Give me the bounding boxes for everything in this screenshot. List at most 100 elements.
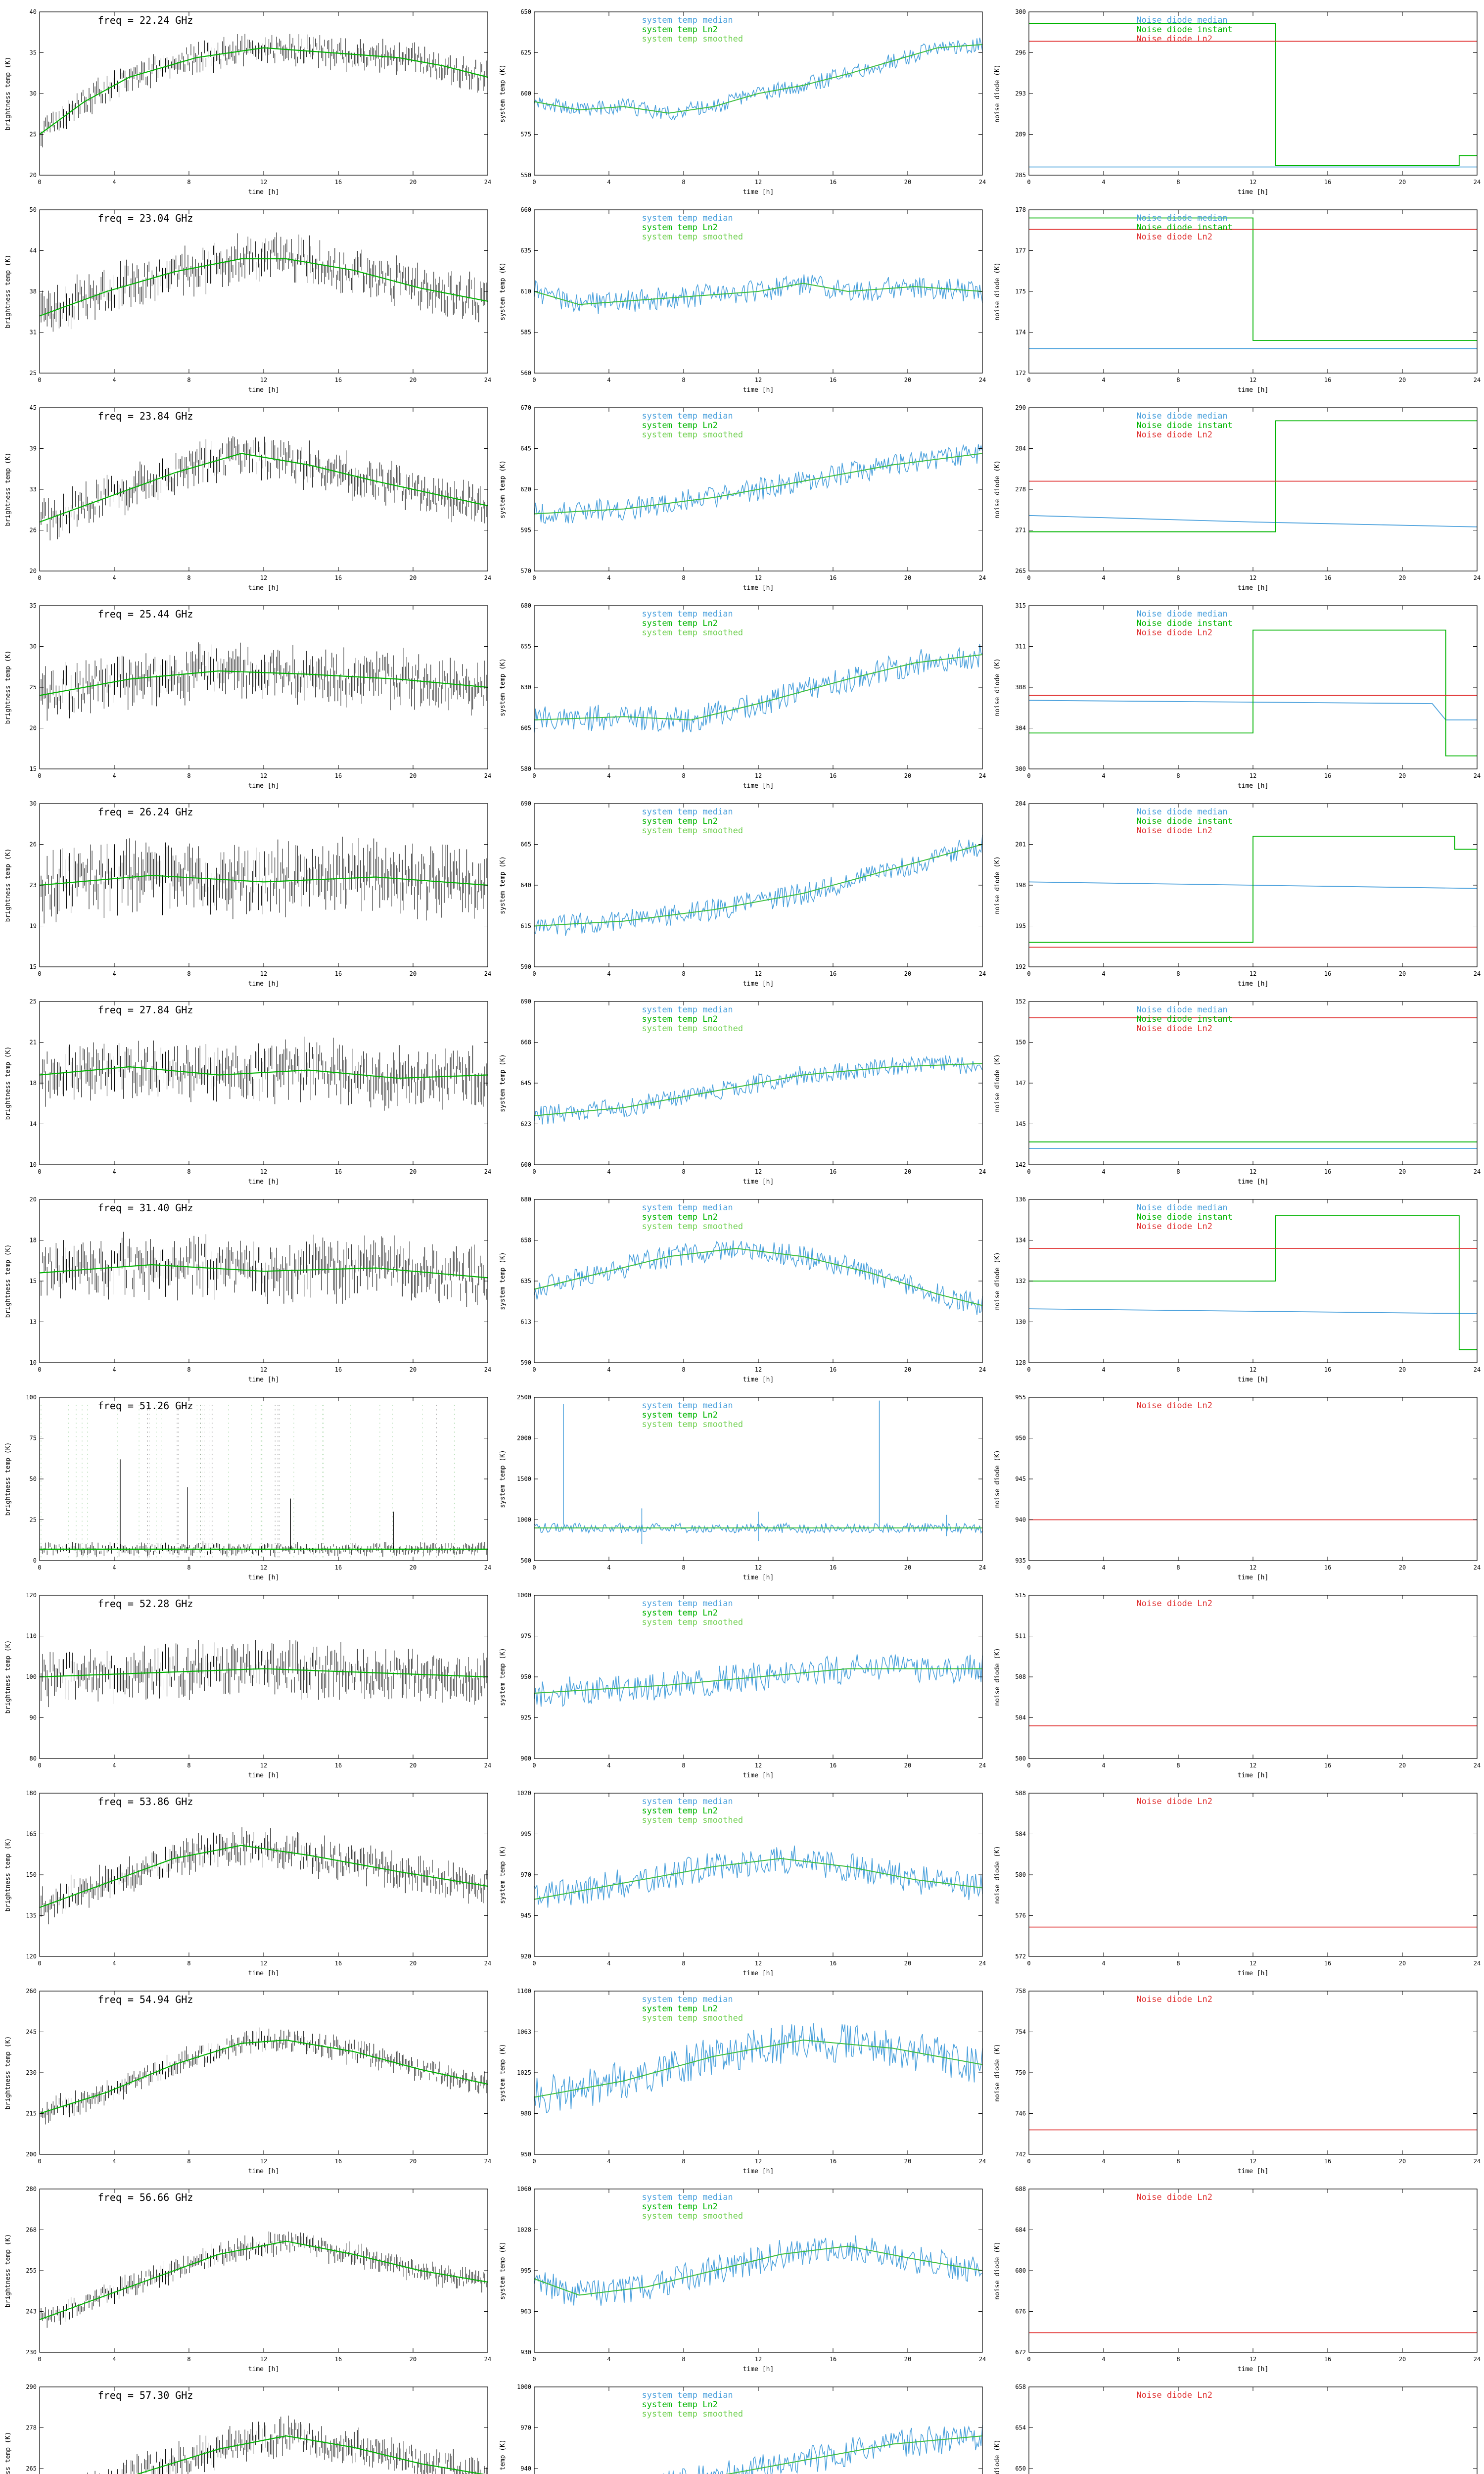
y-tick-label: 90 — [30, 1714, 37, 1721]
x-tick-label: 12 — [1250, 574, 1256, 581]
x-tick-label: 24 — [979, 377, 986, 383]
x-axis-label: time [h] — [743, 584, 774, 592]
x-tick-label: 0 — [1027, 2158, 1030, 2165]
x-tick-label: 4 — [607, 179, 610, 186]
y-tick-label: 40 — [30, 8, 37, 15]
panel-system-temp-23.04ghz: 0 4 8 12 16 20 24 560 585 610 635 660 system temp (K… — [495, 198, 989, 396]
panel-brightness-57.30ghz: 04812162024240253265278290brightness tem… — [0, 2375, 495, 2474]
x-tick-label: 16 — [1324, 1762, 1331, 1769]
legend-item-system-temp-median: system temp median — [642, 411, 733, 421]
x-tick-label: 4 — [112, 2356, 116, 2363]
x-axis-label: time [h] — [1238, 980, 1269, 988]
x-axis-label: time [h] — [743, 1574, 774, 1581]
x-tick-label: 0 — [532, 179, 536, 186]
panel-title: freq = 53.86 GHz — [98, 1796, 193, 1808]
noise-diode-chart: 0 4 8 12 16 20 24 572 576 580 584 588 noise diode (K… — [994, 1790, 1481, 1977]
x-tick-label: 8 — [1176, 2356, 1180, 2363]
x-axis-label: time [h] — [1238, 1376, 1269, 1383]
x-axis-label: time [h] — [743, 1772, 774, 1779]
y-tick-label: 576 — [1015, 1912, 1026, 1919]
series-brightness-smoothed — [39, 1845, 488, 1908]
y-tick-label: 690 — [520, 800, 531, 807]
legend-item-noise-diode-median: Noise diode median — [1136, 213, 1227, 223]
y-tick-label: 1000 — [517, 1592, 531, 1599]
x-axis-label: time [h] — [248, 189, 279, 196]
x-tick-label: 8 — [682, 1564, 685, 1571]
y-tick-label: 150 — [1015, 1039, 1026, 1046]
y-axis-label: system temp (K) — [499, 1252, 507, 1310]
x-axis-label: time [h] — [248, 2168, 279, 2175]
x-tick-label: 12 — [755, 1366, 762, 1373]
x-tick-label: 12 — [1250, 2356, 1256, 2363]
x-tick-label: 24 — [979, 179, 986, 186]
y-axis-label: noise diode (K) — [994, 1846, 1001, 1903]
system-temp-chart: 0 4 8 12 16 20 24 930 963 995 1028 1060 system temp … — [499, 2186, 986, 2373]
x-axis-label: time [h] — [1238, 386, 1269, 394]
x-tick-label: 8 — [682, 1366, 685, 1373]
x-tick-label: 16 — [335, 1168, 342, 1175]
y-tick-label: 134 — [1015, 1237, 1026, 1244]
y-tick-label: 635 — [520, 247, 531, 254]
noise-diode-chart: 0 4 8 12 16 20 24 300 304 308 311 315 noise diode (K… — [994, 602, 1481, 790]
series-brightness-smoothed — [39, 1066, 488, 1079]
y-tick-label: 588 — [1015, 1790, 1026, 1797]
x-tick-label: 24 — [1474, 1168, 1481, 1175]
y-tick-label: 623 — [520, 1121, 531, 1128]
x-tick-label: 20 — [1399, 1960, 1406, 1967]
x-tick-label: 4 — [112, 1366, 116, 1373]
y-tick-label: 742 — [1015, 2151, 1026, 2158]
x-tick-label: 16 — [830, 2356, 836, 2363]
y-axis-label: system temp (K) — [499, 658, 507, 716]
brightness-chart: 0 4 8 12 16 20 24 10 14 18 21 25 brightness temp (K)… — [4, 998, 491, 1186]
x-tick-label: 8 — [187, 2158, 190, 2165]
panel-title: freq = 56.66 GHz — [98, 2191, 193, 2203]
brightness-chart: 0 4 8 12 16 20 24 80 90 100 110 120 brightness temp … — [4, 1592, 491, 1779]
system-temp-chart: 0 4 8 12 16 20 24 590 615 640 665 690 system temp (K… — [499, 800, 986, 988]
y-tick-label: 35 — [30, 602, 37, 609]
panel-system-temp-56.66ghz: 0 4 8 12 16 20 24 930 963 995 1028 1060 system temp … — [495, 2177, 989, 2375]
y-axis-label: noise diode (K) — [994, 1054, 1001, 1112]
x-tick-label: 4 — [112, 179, 116, 186]
y-axis-label: noise diode (K) — [994, 460, 1001, 518]
series-noise-diode-median — [1028, 700, 1477, 720]
noise-diode-chart: 0 4 8 12 16 20 24 192 195 198 201 204 noise diode (K… — [994, 800, 1481, 988]
series-system-temp-smoothed — [534, 2245, 983, 2296]
y-tick-label: 590 — [520, 963, 531, 970]
x-tick-label: 0 — [38, 1960, 41, 1967]
x-tick-label: 8 — [682, 1960, 685, 1967]
x-tick-label: 4 — [1102, 1960, 1105, 1967]
x-tick-label: 0 — [38, 1564, 41, 1571]
y-tick-label: 19 — [30, 923, 37, 930]
x-tick-label: 8 — [682, 377, 685, 383]
legend-item-noise-diode-ln2: Noise diode Ln2 — [1136, 1995, 1212, 2004]
y-tick-label: 1100 — [517, 1988, 531, 1995]
x-tick-label: 24 — [1474, 179, 1481, 186]
x-tick-label: 8 — [187, 574, 190, 581]
y-tick-label: 570 — [520, 568, 531, 574]
panel-title: freq = 54.94 GHz — [98, 1994, 193, 2005]
panel-title: freq = 23.04 GHz — [98, 212, 193, 224]
noise-diode-chart: 0 4 8 12 16 20 24 142 145 147 150 152 noise diode (K… — [994, 998, 1481, 1186]
x-tick-label: 16 — [1324, 574, 1331, 581]
panel-noise-diode-56.66ghz: 0 4 8 12 16 20 24 672 676 680 684 688 noise diode (K… — [989, 2177, 1484, 2375]
system-temp-chart: 048121620248809109409701000system temp (… — [499, 2383, 983, 2474]
series-brightness-smoothed — [39, 875, 488, 886]
plot-frame — [534, 2189, 983, 2353]
y-tick-label: 940 — [1015, 1517, 1026, 1523]
legend-item-system-temp-ln2: system temp Ln2 — [642, 2202, 718, 2212]
x-axis-label: time [h] — [1238, 584, 1269, 592]
series-brightness-smoothed — [39, 1264, 488, 1279]
y-tick-label: 600 — [520, 1161, 531, 1168]
noise-diode-chart: 0 4 8 12 16 20 24 265 271 278 284 290 noise diode (K… — [994, 404, 1481, 592]
legend-item-system-temp-ln2: system temp Ln2 — [642, 1212, 718, 1222]
y-axis-label: noise diode (K) — [994, 2439, 1001, 2474]
x-tick-label: 24 — [1474, 1762, 1481, 1769]
y-tick-label: 20 — [30, 172, 37, 179]
y-tick-label: 180 — [26, 1790, 37, 1797]
legend-item-system-temp-ln2: system temp Ln2 — [642, 223, 718, 233]
y-tick-label: 25 — [30, 998, 37, 1005]
y-tick-label: 178 — [1015, 206, 1026, 213]
x-tick-label: 12 — [755, 1960, 762, 1967]
x-tick-label: 4 — [607, 772, 610, 779]
x-tick-label: 24 — [979, 1762, 986, 1769]
